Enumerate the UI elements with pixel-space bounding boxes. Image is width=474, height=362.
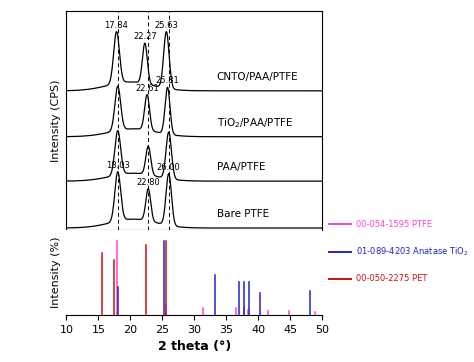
Text: PAA/PTFE: PAA/PTFE: [217, 162, 265, 172]
Text: 25.63: 25.63: [155, 21, 178, 30]
Text: 00-050-2275 PET: 00-050-2275 PET: [356, 274, 427, 283]
Y-axis label: Intensity (CPS): Intensity (CPS): [51, 79, 61, 162]
X-axis label: 2 theta (°): 2 theta (°): [158, 340, 231, 353]
Text: CNTO/PAA/PTFE: CNTO/PAA/PTFE: [217, 72, 298, 82]
Text: Bare PTFE: Bare PTFE: [217, 209, 269, 219]
Text: 25.81: 25.81: [155, 76, 179, 85]
Text: 22.80: 22.80: [137, 178, 160, 187]
Text: 00-054-1595 PTFE: 00-054-1595 PTFE: [356, 220, 432, 229]
Text: 26.00: 26.00: [157, 163, 181, 172]
Text: 18.03: 18.03: [106, 161, 130, 170]
Text: 22.27: 22.27: [133, 32, 157, 41]
Text: TiO$_2$/PAA/PTFE: TiO$_2$/PAA/PTFE: [217, 116, 293, 130]
Text: 01-089-4203 Anatase TiO$_2$: 01-089-4203 Anatase TiO$_2$: [356, 245, 468, 258]
Text: 22.61: 22.61: [135, 84, 159, 93]
Y-axis label: Intensity (%): Intensity (%): [51, 237, 61, 308]
Text: 17.84: 17.84: [105, 21, 128, 30]
